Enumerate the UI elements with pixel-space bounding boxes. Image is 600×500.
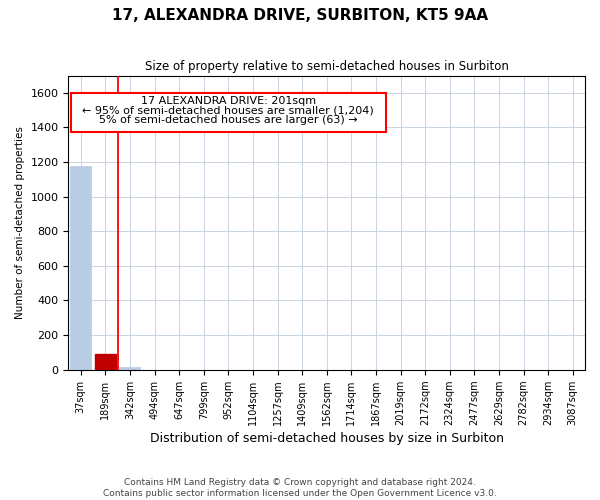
Text: 17 ALEXANDRA DRIVE: 201sqm: 17 ALEXANDRA DRIVE: 201sqm (141, 96, 316, 106)
Text: ← 95% of semi-detached houses are smaller (1,204): ← 95% of semi-detached houses are smalle… (82, 106, 374, 116)
FancyBboxPatch shape (71, 93, 386, 132)
Bar (119, 367, 140, 370)
Text: 5% of semi-detached houses are larger (63) →: 5% of semi-detached houses are larger (6… (99, 116, 358, 126)
Y-axis label: Number of semi-detached properties: Number of semi-detached properties (15, 126, 25, 319)
Text: Contains HM Land Registry data © Crown copyright and database right 2024.
Contai: Contains HM Land Registry data © Crown c… (103, 478, 497, 498)
Bar (95, 354, 116, 370)
X-axis label: Distribution of semi-detached houses by size in Surbiton: Distribution of semi-detached houses by … (150, 432, 504, 445)
Title: Size of property relative to semi-detached houses in Surbiton: Size of property relative to semi-detach… (145, 60, 509, 73)
Bar (70, 166, 91, 370)
Text: 17, ALEXANDRA DRIVE, SURBITON, KT5 9AA: 17, ALEXANDRA DRIVE, SURBITON, KT5 9AA (112, 8, 488, 22)
